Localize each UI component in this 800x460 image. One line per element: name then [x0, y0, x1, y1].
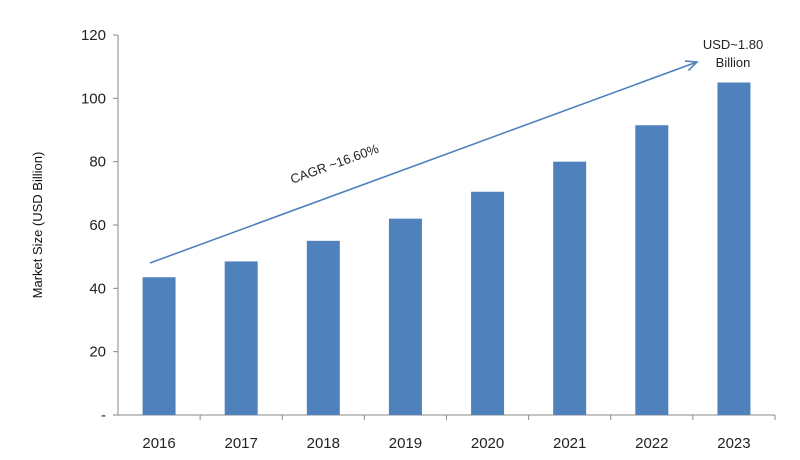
- y-tick-label: -: [101, 407, 106, 424]
- x-tick-label: 2021: [553, 435, 586, 452]
- x-tick-label: 2016: [142, 435, 175, 452]
- x-tick-label: 2017: [225, 435, 258, 452]
- x-tick-label: 2020: [471, 435, 504, 452]
- bar-2019: [388, 218, 422, 415]
- end-value-label-line2: Billion: [716, 55, 751, 70]
- x-axis-ticks: 2016 2017 2018 2019 2020 2021 2022 2023: [142, 415, 776, 452]
- y-axis-title: Market Size (USD Billion): [30, 152, 45, 299]
- x-tick-label: 2019: [389, 435, 422, 452]
- bar-2023: [717, 82, 751, 415]
- y-tick-label: 40: [89, 280, 106, 297]
- x-tick-label: 2018: [307, 435, 340, 452]
- end-value-label-line1: USD~1.80: [703, 37, 763, 52]
- x-tick-label: 2022: [635, 435, 668, 452]
- y-tick-label: 20: [89, 344, 106, 361]
- y-tick-label: 120: [81, 27, 106, 44]
- cagr-label: CAGR ~16.60%: [288, 141, 381, 187]
- bar-2017: [224, 261, 258, 415]
- bar-2021: [553, 161, 587, 415]
- y-tick-label: 60: [89, 217, 106, 234]
- trend-arrow: [149, 60, 699, 264]
- y-axis-ticks: - 20 40 60 80 100 120: [81, 27, 118, 424]
- x-tick-label: 2023: [717, 435, 750, 452]
- bar-2022: [635, 125, 669, 415]
- bars-group: [142, 82, 751, 415]
- bar-2020: [471, 191, 505, 415]
- bar-2016: [142, 277, 176, 415]
- y-tick-label: 80: [89, 154, 106, 171]
- y-tick-label: 100: [81, 90, 106, 107]
- bar-2018: [306, 240, 340, 415]
